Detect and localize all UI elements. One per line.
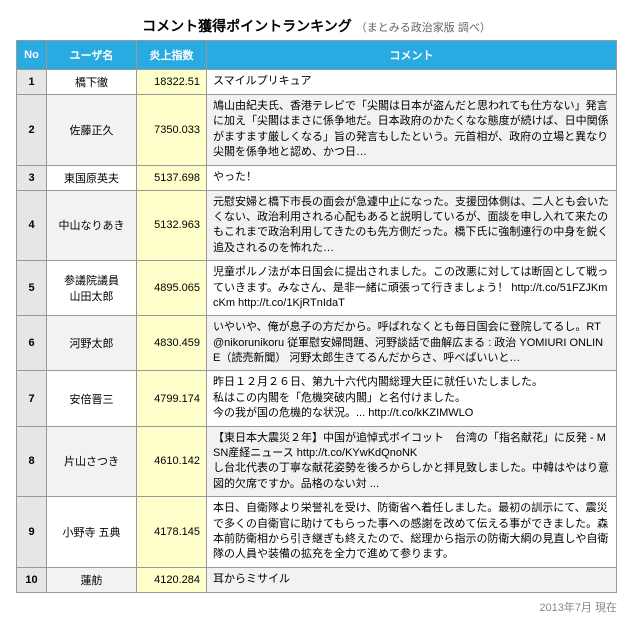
table-row: 8片山さつき4610.142【東日本大震災２年】中国が追悼式ボイコット 台湾の「… [17, 426, 617, 497]
ranking-table: No ユーザ名 炎上指数 コメント 1橋下徹18322.51スマイルプリキュア2… [16, 40, 617, 593]
table-row: 7安倍晋三4799.174昨日１２月２６日、第九十六代内閣総理大臣に就任いたしま… [17, 371, 617, 426]
cell-comment: いやいや、俺が息子の方だから。呼ばれなくとも毎日国会に登院してるし。RT @ni… [207, 316, 617, 371]
header-score: 炎上指数 [137, 41, 207, 70]
cell-user: 東国原英夫 [47, 165, 137, 190]
cell-comment: 昨日１２月２６日、第九十六代内閣総理大臣に就任いたしました。 私はこの内閣を「危… [207, 371, 617, 426]
cell-score: 4895.065 [137, 261, 207, 316]
table-row: 3東国原英夫5137.698やった！ [17, 165, 617, 190]
cell-score: 4178.145 [137, 497, 207, 568]
cell-user: 安倍晋三 [47, 371, 137, 426]
cell-user: 蓮舫 [47, 567, 137, 592]
page-title: コメント獲得ポイントランキング （まとみる政治家版 調べ） [16, 16, 617, 36]
cell-user: 参議院議員 山田太郎 [47, 261, 137, 316]
cell-comment: 元慰安婦と橋下市長の面会が急遽中止になった。支援団体側は、二人とも会いたくない、… [207, 190, 617, 261]
cell-no: 3 [17, 165, 47, 190]
cell-score: 4799.174 [137, 371, 207, 426]
table-row: 2佐藤正久7350.033鳩山由紀夫氏、香港テレビで「尖閣は日本が盗んだと思われ… [17, 95, 617, 166]
title-sub: （まとみる政治家版 調べ） [356, 22, 491, 34]
cell-no: 4 [17, 190, 47, 261]
table-row: 9小野寺 五典4178.145本日、自衛隊より栄誉礼を受け、防衛省へ着任しました… [17, 497, 617, 568]
cell-comment: 耳からミサイル [207, 567, 617, 592]
cell-comment: 児童ポルノ法が本日国会に提出されました。この改悪に対しては断固として戦っていきま… [207, 261, 617, 316]
cell-comment: スマイルプリキュア [207, 70, 617, 95]
cell-no: 5 [17, 261, 47, 316]
cell-no: 6 [17, 316, 47, 371]
cell-no: 8 [17, 426, 47, 497]
cell-no: 2 [17, 95, 47, 166]
cell-comment: 本日、自衛隊より栄誉礼を受け、防衛省へ着任しました。最初の訓示にて、震災で多くの… [207, 497, 617, 568]
cell-no: 10 [17, 567, 47, 592]
cell-user: 小野寺 五典 [47, 497, 137, 568]
table-row: 1橋下徹18322.51スマイルプリキュア [17, 70, 617, 95]
header-comment: コメント [207, 41, 617, 70]
cell-score: 4610.142 [137, 426, 207, 497]
cell-no: 9 [17, 497, 47, 568]
cell-user: 中山なりあき [47, 190, 137, 261]
cell-user: 橋下徹 [47, 70, 137, 95]
cell-score: 4830.459 [137, 316, 207, 371]
cell-no: 7 [17, 371, 47, 426]
header-no: No [17, 41, 47, 70]
cell-score: 5137.698 [137, 165, 207, 190]
cell-user: 佐藤正久 [47, 95, 137, 166]
cell-score: 4120.284 [137, 567, 207, 592]
cell-comment: やった！ [207, 165, 617, 190]
table-row: 4中山なりあき5132.963元慰安婦と橋下市長の面会が急遽中止になった。支援団… [17, 190, 617, 261]
cell-score: 18322.51 [137, 70, 207, 95]
cell-user: 河野太郎 [47, 316, 137, 371]
table-row: 5参議院議員 山田太郎4895.065児童ポルノ法が本日国会に提出されました。こ… [17, 261, 617, 316]
cell-score: 7350.033 [137, 95, 207, 166]
cell-no: 1 [17, 70, 47, 95]
cell-score: 5132.963 [137, 190, 207, 261]
table-row: 10蓮舫4120.284耳からミサイル [17, 567, 617, 592]
cell-user: 片山さつき [47, 426, 137, 497]
title-main: コメント獲得ポイントランキング [142, 18, 352, 34]
footer-date: 2013年7月 現在 [16, 599, 617, 615]
table-row: 6河野太郎4830.459いやいや、俺が息子の方だから。呼ばれなくとも毎日国会に… [17, 316, 617, 371]
header-user: ユーザ名 [47, 41, 137, 70]
cell-comment: 鳩山由紀夫氏、香港テレビで「尖閣は日本が盗んだと思われても仕方ない」発言に加え「… [207, 95, 617, 166]
cell-comment: 【東日本大震災２年】中国が追悼式ボイコット 台湾の「指名献花」に反発 - MSN… [207, 426, 617, 497]
